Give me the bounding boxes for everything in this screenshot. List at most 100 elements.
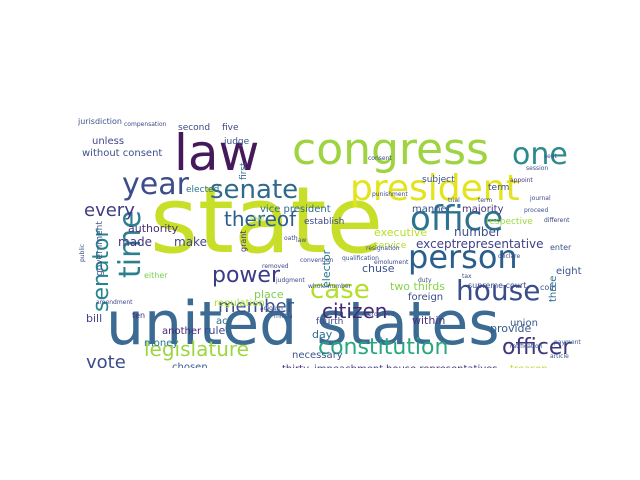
cloud-word: different (544, 217, 570, 224)
cloud-word: house representatives (386, 364, 498, 368)
word-cloud: state united states congress law president on… (78, 112, 582, 368)
cloud-word: congress (292, 124, 489, 175)
cloud-word: unless (92, 136, 124, 147)
cloud-word: state (150, 167, 383, 274)
cloud-word: oath (284, 235, 298, 242)
cloud-word: article (550, 353, 569, 360)
cloud-word: consent (368, 155, 392, 162)
cloud-word: whole number (308, 283, 352, 290)
cloud-word: every (84, 200, 135, 221)
cloud-word: constitution (318, 335, 448, 360)
cloud-word: rule (204, 324, 226, 337)
cloud-word: make (174, 235, 207, 249)
cloud-word: member (218, 296, 295, 317)
cloud-word: judgment (275, 277, 305, 284)
cloud-word: qualification (342, 255, 379, 262)
cloud-word: without consent (82, 148, 162, 159)
cloud-word: respective (486, 217, 533, 227)
cloud-word: regulation (214, 298, 265, 309)
cloud-word: ratification (510, 343, 543, 350)
cloud-word: united states (106, 289, 500, 359)
cloud-word: manner (412, 204, 452, 215)
cloud-word: session (526, 165, 548, 172)
cloud-word: necessary (292, 350, 343, 361)
cloud-word: day (312, 328, 333, 341)
cloud-word: coin (540, 283, 557, 292)
cloud-word: declare (498, 253, 520, 260)
cloud-word: fourth (316, 317, 343, 327)
cloud-word: elector (320, 249, 333, 288)
cloud-word: place (254, 288, 284, 301)
cloud-word: convention (300, 257, 334, 264)
cloud-word: emolument (374, 259, 409, 266)
cloud-word: representative (456, 237, 544, 251)
cloud-word: elected (186, 185, 219, 195)
cloud-word: five (222, 123, 239, 133)
cloud-word: three (548, 276, 559, 302)
cloud-word: chuse (362, 262, 395, 275)
cloud-word: citizen (322, 299, 387, 323)
cloud-word: foreign (408, 292, 443, 303)
cloud-word: jurisdiction (78, 117, 122, 126)
cloud-word: second (178, 123, 210, 133)
cloud-word: subject (422, 175, 455, 185)
cloud-word: establish (304, 217, 344, 227)
cloud-word: legislature (144, 337, 249, 361)
cloud-word: journal (529, 195, 551, 202)
cloud-word: provide (490, 322, 532, 335)
cloud-word: service (374, 241, 407, 251)
cloud-word: either (144, 271, 168, 280)
cloud-word: removed (262, 263, 289, 270)
cloud-word: grant (239, 231, 248, 252)
cloud-word: union (510, 318, 538, 329)
cloud-word: resignation (366, 245, 400, 252)
cloud-word: eight (556, 266, 582, 277)
cloud-word: adjourn (260, 305, 283, 312)
cloud-word: vote (86, 352, 126, 368)
cloud-word: thirty (282, 364, 309, 368)
cloud-word: first (239, 162, 249, 180)
cloud-word: law (174, 124, 259, 182)
cloud-word: government (95, 221, 105, 276)
cloud-word: senator (89, 227, 114, 312)
cloud-word: chosen (172, 362, 208, 368)
cloud-word: power (212, 263, 281, 288)
cloud-word: tax (462, 273, 472, 280)
cloud-word: except (416, 237, 457, 251)
cloud-word: number (454, 225, 501, 239)
cloud-word: made (118, 235, 152, 249)
cloud-word: punishment (372, 191, 408, 198)
cloud-word: money (144, 338, 178, 349)
cloud-word: seat (544, 153, 557, 160)
cloud-word: one (512, 137, 568, 172)
cloud-word: time (113, 210, 148, 278)
cloud-word: proceed (524, 207, 548, 214)
cloud-word: public (79, 244, 86, 262)
cloud-word: trial (448, 197, 460, 204)
cloud-word: ten (132, 311, 145, 320)
cloud-word: term (478, 197, 492, 204)
cloud-word: case (310, 275, 370, 305)
cloud-word: ordained (368, 311, 395, 318)
cloud-word: compensation (124, 121, 167, 128)
cloud-word: supreme court (468, 281, 526, 290)
cloud-word: bill (86, 312, 102, 325)
cloud-word: person (408, 238, 518, 276)
cloud-word: act (216, 316, 232, 327)
cloud-word: another (162, 326, 202, 337)
cloud-word: officer (502, 335, 572, 360)
cloud-word: amendment (96, 299, 133, 306)
cloud-word: senate (210, 175, 298, 205)
cloud-word: vice president (260, 204, 331, 215)
word-cloud-canvas: state united states congress law presidenton… (78, 117, 582, 368)
cloud-word: duty (418, 277, 432, 284)
cloud-word: year (122, 167, 190, 202)
cloud-word: within (412, 314, 445, 327)
cloud-word: militia (274, 313, 293, 320)
cloud-word: two thirds (390, 280, 445, 293)
cloud-word: judge (223, 137, 250, 147)
cloud-word: thereof (224, 207, 297, 231)
cloud-word: enter (550, 243, 572, 252)
cloud-word: office (410, 199, 503, 239)
cloud-word: executive (374, 226, 427, 239)
